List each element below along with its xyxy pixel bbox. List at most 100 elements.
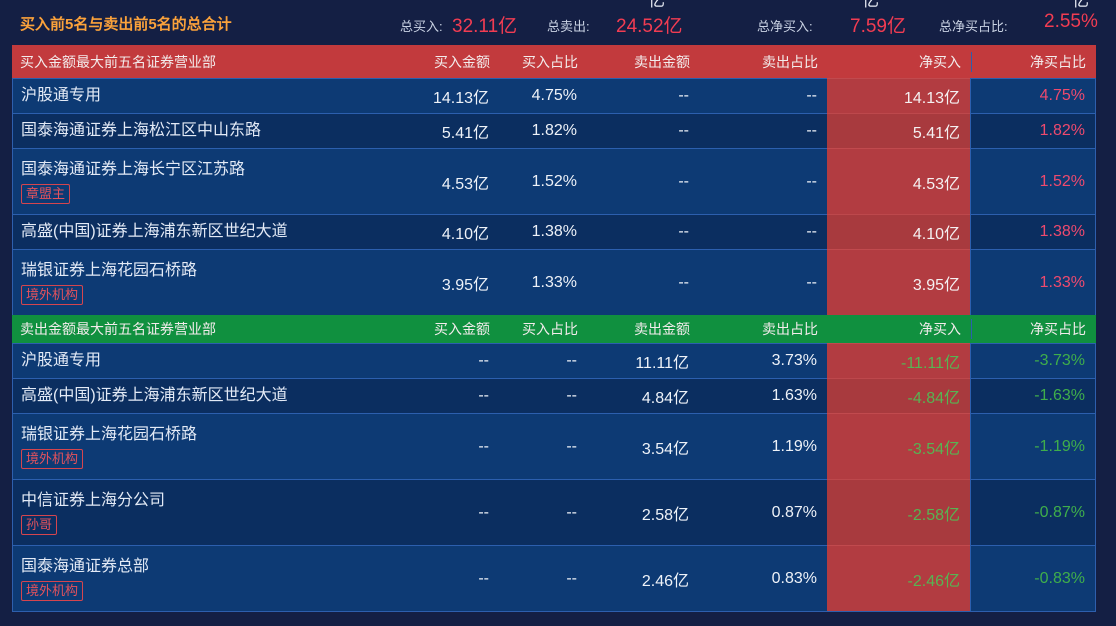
column-header-buy-pct: 买入占比 <box>522 53 578 70</box>
buy-amount-cell: -- <box>419 378 499 413</box>
net-pct-cell: -0.83% <box>970 545 1095 611</box>
sell-amount-cell: -- <box>587 214 699 249</box>
column-header-sell-amount: 卖出金额 <box>634 321 690 337</box>
broker-name: 国泰海通证券上海松江区中山东路 <box>21 122 262 139</box>
buy-section-title: 买入金额最大前五名证券营业部 <box>20 53 216 70</box>
buy-amount-cell: -- <box>419 343 499 378</box>
buy-pct-cell: 1.33% <box>499 249 587 315</box>
net-pct-cell: 4.75% <box>970 78 1095 113</box>
total-net-buy-label: 总净买入: <box>757 19 813 34</box>
net-buy-cell: -2.46亿 <box>827 545 970 611</box>
net-pct-cell: 1.33% <box>970 249 1095 315</box>
column-header-net-pct: 净买占比 <box>971 51 1096 72</box>
column-header-sell-pct: 卖出占比 <box>762 321 818 337</box>
table-row[interactable]: 国泰海通证券总部 境外机构 -- -- 2.46亿 0.83% -2.46亿 -0.83% <box>13 545 1095 611</box>
net-pct-cell: -0.87% <box>970 479 1095 545</box>
broker-name: 瑞银证券上海花园石桥路 <box>21 261 198 279</box>
table-row[interactable]: 国泰海通证券上海松江区中山东路 5.41亿 1.82% -- -- 5.41亿 1.82% <box>13 113 1095 148</box>
broker-name-cell: 沪股通专用 <box>13 343 419 378</box>
column-header-buy-amount: 买入金额 <box>434 53 490 70</box>
sell-amount-cell: -- <box>587 148 699 214</box>
buy-amount-cell: 3.95亿 <box>419 249 499 315</box>
total-net-buy-pct-label: 总净买占比: <box>939 19 1008 34</box>
broker-name-cell: 沪股通专用 <box>13 78 419 113</box>
buy-pct-cell: 1.38% <box>499 214 587 249</box>
sell-pct-cell: -- <box>699 148 827 214</box>
buy-amount-cell: -- <box>419 545 499 611</box>
broker-tag-badge: 境外机构 <box>21 580 84 601</box>
sell-pct-cell: -- <box>699 249 827 315</box>
broker-name-cell: 国泰海通证券上海长宁区江苏路 章盟主 <box>13 148 419 214</box>
sell-amount-cell: 3.54亿 <box>587 413 699 479</box>
clipped-text-fragment: 亿 <box>862 0 879 10</box>
net-buy-cell: -11.11亿 <box>827 343 970 378</box>
broker-name-cell: 瑞银证券上海花园石桥路 境外机构 <box>13 249 419 315</box>
column-header-buy-pct: 买入占比 <box>522 321 578 337</box>
broker-name: 瑞银证券上海花园石桥路 <box>21 425 198 443</box>
total-sell-value: 24.52亿 <box>616 16 683 37</box>
broker-name-cell: 高盛(中国)证券上海浦东新区世纪大道 <box>13 214 419 249</box>
buy-rows: 沪股通专用 14.13亿 4.75% -- -- 14.13亿 4.75% 国泰海通证券上海松… <box>12 78 1096 315</box>
broker-name-cell: 国泰海通证券上海松江区中山东路 <box>13 113 419 148</box>
total-net-buy-pct-value: 2.55% <box>1044 11 1098 32</box>
clipped-text-fragment: 亿 <box>1072 0 1089 10</box>
broker-tag-badge: 章盟主 <box>21 183 71 204</box>
table-row[interactable]: 瑞银证券上海花园石桥路 境外机构 -- -- 3.54亿 1.19% -3.54亿 -1.19… <box>13 413 1095 479</box>
total-buy-label: 总买入: <box>400 19 443 34</box>
column-header-sell-amount: 卖出金额 <box>634 53 690 70</box>
broker-name-cell: 国泰海通证券总部 境外机构 <box>13 545 419 611</box>
buy-amount-cell: 4.10亿 <box>419 214 499 249</box>
column-header-buy-amount: 买入金额 <box>434 321 490 337</box>
sell-amount-cell: 2.46亿 <box>587 545 699 611</box>
sell-amount-cell: 4.84亿 <box>587 378 699 413</box>
broker-name-cell: 瑞银证券上海花园石桥路 境外机构 <box>13 413 419 479</box>
table-row[interactable]: 高盛(中国)证券上海浦东新区世纪大道 -- -- 4.84亿 1.63% -4.84亿 -1… <box>13 378 1095 413</box>
sell-pct-cell: 0.87% <box>699 479 827 545</box>
net-pct-cell: 1.38% <box>970 214 1095 249</box>
sell-amount-cell: 11.11亿 <box>587 343 699 378</box>
net-pct-cell: 1.52% <box>970 148 1095 214</box>
net-buy-cell: -4.84亿 <box>827 378 970 413</box>
table-row[interactable]: 高盛(中国)证券上海浦东新区世纪大道 4.10亿 1.38% -- -- 4.10亿 1.3… <box>13 214 1095 249</box>
broker-name: 高盛(中国)证券上海浦东新区世纪大道 <box>21 223 288 240</box>
net-buy-cell: 14.13亿 <box>827 78 970 113</box>
column-header-net-buy: 净买入 <box>919 321 961 337</box>
broker-name: 国泰海通证券总部 <box>21 557 150 575</box>
summary-title: 买入前5名与卖出前5名的总合计 <box>20 16 232 33</box>
sell-pct-cell: 1.63% <box>699 378 827 413</box>
sell-pct-cell: -- <box>699 214 827 249</box>
net-buy-cell: 4.53亿 <box>827 148 970 214</box>
buy-pct-cell: -- <box>499 343 587 378</box>
table-row[interactable]: 沪股通专用 -- -- 11.11亿 3.73% -11.11亿 -3.73% <box>13 343 1095 378</box>
net-buy-cell: 5.41亿 <box>827 113 970 148</box>
sell-section-title: 卖出金额最大前五名证券营业部 <box>20 321 216 337</box>
summary-bar: 亿 亿 亿 买入前5名与卖出前5名的总合计 总买入: 32.11亿 总卖出: 2… <box>0 0 1116 45</box>
broker-name: 沪股通专用 <box>21 352 102 369</box>
table-row[interactable]: 沪股通专用 14.13亿 4.75% -- -- 14.13亿 4.75% <box>13 78 1095 113</box>
broker-tag-badge: 孙哥 <box>21 514 58 535</box>
column-header-net-pct: 净买占比 <box>971 319 1096 339</box>
buy-pct-cell: -- <box>499 378 587 413</box>
buy-amount-cell: -- <box>419 479 499 545</box>
broker-name: 国泰海通证券上海长宁区江苏路 <box>21 160 246 178</box>
column-header-sell-pct: 卖出占比 <box>762 53 818 70</box>
net-buy-cell: -2.58亿 <box>827 479 970 545</box>
sell-amount-cell: -- <box>587 249 699 315</box>
net-buy-cell: 4.10亿 <box>827 214 970 249</box>
sell-section-header: 卖出金额最大前五名证券营业部 买入金额 买入占比 卖出金额 卖出占比 净买入 净… <box>12 315 1096 343</box>
buy-amount-cell: 4.53亿 <box>419 148 499 214</box>
sell-rows: 沪股通专用 -- -- 11.11亿 3.73% -11.11亿 -3.73% 高盛(中国)证… <box>12 343 1096 612</box>
broker-name: 中信证券上海分公司 <box>21 491 166 509</box>
buy-amount-cell: 14.13亿 <box>419 78 499 113</box>
sell-pct-cell: -- <box>699 113 827 148</box>
table-row[interactable]: 国泰海通证券上海长宁区江苏路 章盟主 4.53亿 1.52% -- -- 4.53亿 1.52… <box>13 148 1095 214</box>
net-pct-cell: -1.63% <box>970 378 1095 413</box>
sell-amount-cell: -- <box>587 78 699 113</box>
table-row[interactable]: 中信证券上海分公司 孙哥 -- -- 2.58亿 0.87% -2.58亿 -0.87% <box>13 479 1095 545</box>
buy-pct-cell: 4.75% <box>499 78 587 113</box>
sell-pct-cell: 0.83% <box>699 545 827 611</box>
net-pct-cell: -3.73% <box>970 343 1095 378</box>
net-pct-cell: -1.19% <box>970 413 1095 479</box>
table-row[interactable]: 瑞银证券上海花园石桥路 境外机构 3.95亿 1.33% -- -- 3.95亿 1.33% <box>13 249 1095 315</box>
